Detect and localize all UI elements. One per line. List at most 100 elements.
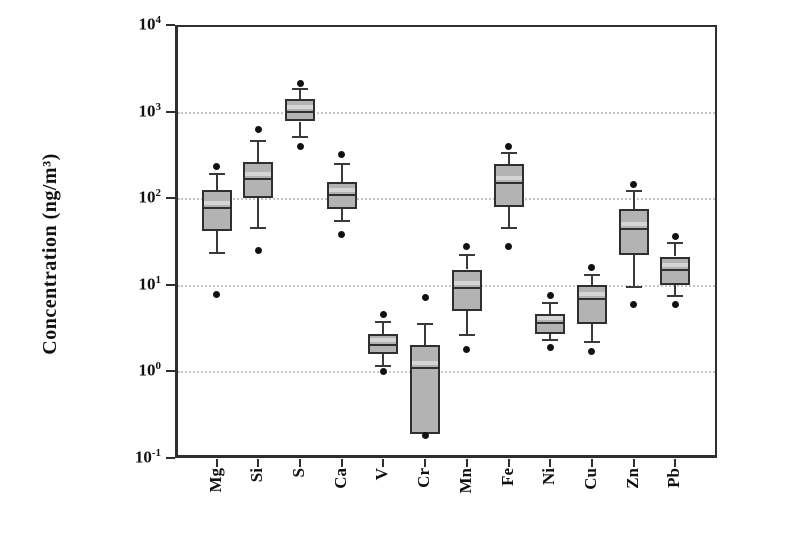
x-tick-label-cu: Cu <box>581 468 600 490</box>
x-tick-label-si: Si <box>247 468 266 483</box>
y-tick-label: 104 <box>138 14 162 34</box>
upper-whisker-cap <box>417 323 433 325</box>
lower-whisker <box>257 198 259 228</box>
lower-whisker-cap <box>542 339 558 341</box>
lower-whisker-cap <box>667 295 683 297</box>
x-tick <box>508 459 510 467</box>
outlier-dot <box>338 151 345 158</box>
outlier-dot <box>380 311 387 318</box>
upper-whisker-cap <box>459 254 475 256</box>
iqr-box <box>410 345 440 434</box>
upper-whisker-cap <box>584 274 600 276</box>
x-tick <box>633 459 635 467</box>
y-tick <box>166 24 175 26</box>
upper-whisker <box>674 243 676 256</box>
upper-whisker <box>549 303 551 314</box>
x-tick <box>549 459 551 467</box>
x-tick-label-pb: Pb <box>664 468 683 488</box>
lower-whisker <box>466 311 468 336</box>
x-tick-label-mn: Mn <box>456 468 475 494</box>
lower-whisker <box>549 334 551 340</box>
box-highlight-stripe <box>537 316 563 320</box>
y-tick <box>166 370 175 372</box>
lower-whisker <box>508 207 510 228</box>
x-tick-label-ca: Ca <box>331 468 350 489</box>
upper-whisker <box>466 255 468 269</box>
upper-whisker <box>508 153 510 164</box>
y-tick <box>166 111 175 113</box>
upper-whisker-cap <box>542 302 558 304</box>
upper-whisker <box>257 141 259 162</box>
gridline <box>178 198 715 200</box>
upper-whisker-cap <box>626 190 642 192</box>
x-tick-label-s: S <box>289 468 308 478</box>
outlier-dot <box>505 143 512 150</box>
upper-whisker-cap <box>375 321 391 323</box>
iqr-box <box>494 164 524 207</box>
outlier-dot <box>338 231 345 238</box>
lower-whisker <box>216 231 218 254</box>
iqr-box <box>285 99 315 121</box>
y-tick-label: 10-1 <box>134 447 161 467</box>
median-line <box>452 287 482 289</box>
upper-whisker <box>382 322 384 334</box>
outlier-dot <box>297 143 304 150</box>
outlier-dot <box>463 243 470 250</box>
plot-area <box>175 25 717 458</box>
outlier-dot <box>297 80 304 87</box>
lower-whisker-cap <box>292 136 308 138</box>
lower-whisker-cap <box>334 220 350 222</box>
median-line <box>577 298 607 300</box>
y-tick-label: 100 <box>138 360 162 380</box>
lower-whisker-cap <box>584 341 600 343</box>
lower-whisker <box>341 209 343 221</box>
median-line <box>327 194 357 196</box>
lower-whisker-cap <box>209 252 225 254</box>
x-tick <box>591 459 593 467</box>
x-tick <box>382 459 384 467</box>
box-highlight-stripe <box>621 222 647 226</box>
outlier-dot <box>255 126 262 133</box>
x-tick-label-cr: Cr <box>414 468 433 488</box>
x-tick-label-v: V <box>372 468 391 481</box>
gridline <box>178 285 715 287</box>
median-line <box>535 322 565 324</box>
y-tick <box>166 284 175 286</box>
box-highlight-stripe <box>204 201 230 205</box>
upper-whisker <box>341 164 343 182</box>
upper-whisker <box>591 275 593 285</box>
iqr-box <box>619 209 649 255</box>
x-tick-label-zn: Zn <box>623 468 642 489</box>
upper-whisker <box>633 191 635 209</box>
box-highlight-stripe <box>454 281 480 285</box>
outlier-dot <box>213 291 220 298</box>
median-line <box>660 269 690 271</box>
median-line <box>494 182 524 184</box>
iqr-box <box>243 162 273 198</box>
iqr-box <box>660 257 690 285</box>
upper-whisker <box>299 89 301 99</box>
box-highlight-stripe <box>287 105 313 109</box>
y-tick <box>166 197 175 199</box>
iqr-box <box>535 314 565 334</box>
outlier-dot <box>422 294 429 301</box>
median-line <box>368 344 398 346</box>
x-tick-label-mg: Mg <box>206 468 225 493</box>
y-tick <box>166 457 175 459</box>
upper-whisker-cap <box>501 152 517 154</box>
y-axis-title: Concentration (ng/m³) <box>39 153 61 355</box>
upper-whisker-cap <box>250 140 266 142</box>
outlier-dot <box>547 292 554 299</box>
lower-whisker-cap <box>375 365 391 367</box>
outlier-dot <box>505 243 512 250</box>
x-tick <box>341 459 343 467</box>
gridline <box>178 371 715 373</box>
lower-whisker <box>299 122 301 137</box>
outlier-dot <box>630 181 637 188</box>
y-tick-label: 102 <box>138 187 162 207</box>
lower-whisker <box>674 285 676 296</box>
box-highlight-stripe <box>329 188 355 192</box>
median-line <box>410 367 440 369</box>
y-tick-label: 103 <box>138 101 162 121</box>
box-highlight-stripe <box>245 172 271 176</box>
